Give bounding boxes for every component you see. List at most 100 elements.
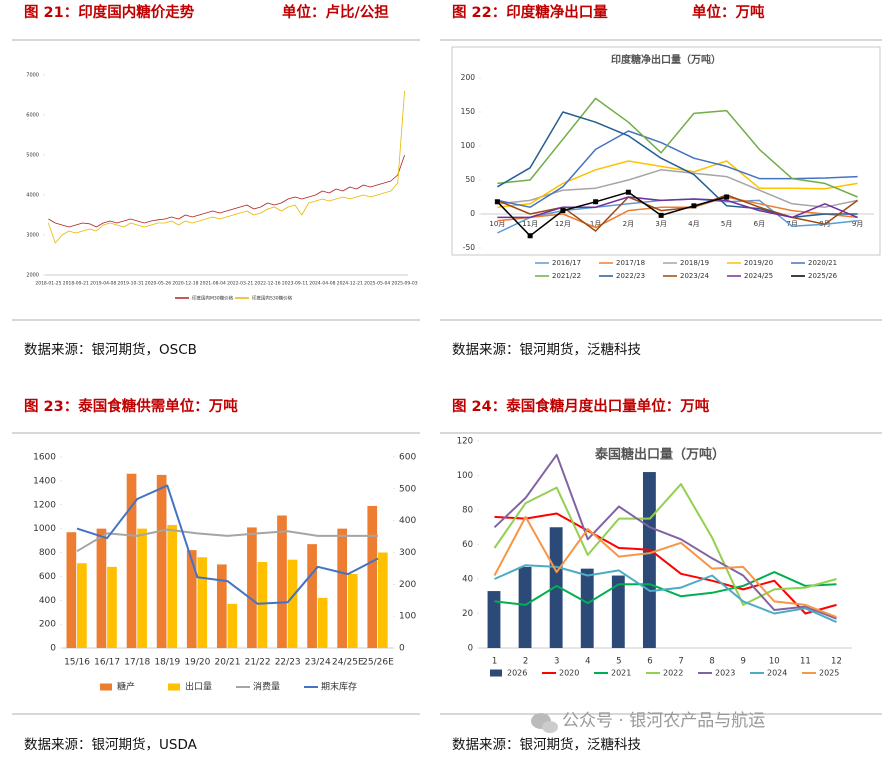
legend-label: 2022 xyxy=(663,669,683,678)
x-tick-label: 9 xyxy=(740,657,745,667)
x-tick-label: 6 xyxy=(647,657,652,667)
line xyxy=(497,111,858,219)
y2-tick-label: 200 xyxy=(399,580,416,590)
x-tick-label: 8 xyxy=(709,657,714,667)
y2-tick-label: 0 xyxy=(399,644,405,654)
x-tick-label: 2023-09-11 xyxy=(282,281,308,287)
x-tick-label: 2025-05-04 xyxy=(364,281,390,287)
x-tick-label: 17/18 xyxy=(124,658,150,668)
legend-label: 2023/24 xyxy=(680,272,710,280)
marker xyxy=(691,203,697,209)
legend-label: 期末库存 xyxy=(321,681,357,693)
marker xyxy=(658,212,664,218)
line xyxy=(497,130,858,208)
x-tick-label: 2021-08-04 xyxy=(200,281,226,287)
y-tick-label: 20 xyxy=(462,609,473,619)
chart-frame xyxy=(451,46,881,256)
bar xyxy=(257,562,268,648)
x-tick-label: 10月 xyxy=(489,220,505,228)
x-tick-label: 2022-03-21 xyxy=(227,281,253,287)
y-tick-label: 1400 xyxy=(33,476,56,486)
legend-label: 出口量 xyxy=(185,681,212,693)
legend-label: 2023 xyxy=(715,669,735,678)
bar xyxy=(107,566,117,648)
chart-title: 泰国糖出口量（万吨） xyxy=(594,447,725,463)
y-tick-label: 800 xyxy=(39,548,56,558)
chart-title: 印度糖净出口量（万吨） xyxy=(611,53,721,66)
bar xyxy=(227,603,238,648)
line xyxy=(494,564,837,624)
bar xyxy=(580,568,594,648)
bar xyxy=(77,563,87,648)
watermark: 公众号 · 银河农产品与航运 xyxy=(562,711,765,731)
y-tick-label: 0 xyxy=(470,209,475,218)
y-tick-label: 120 xyxy=(457,437,473,447)
x-tick-label: 21/22 xyxy=(245,658,271,668)
legend-label: 2026 xyxy=(507,669,527,678)
legend-label: 2019/20 xyxy=(744,259,773,267)
x-tick-label: 1 xyxy=(492,657,497,667)
marker xyxy=(494,199,500,205)
y2-tick-label: 600 xyxy=(399,453,416,463)
legend-label: 2022/23 xyxy=(616,272,645,280)
bar xyxy=(287,559,298,648)
legend-label: 2024 xyxy=(767,669,787,678)
x-tick-label: 3月 xyxy=(655,220,666,228)
legend-label: 2025/26 xyxy=(808,272,838,280)
bar xyxy=(197,557,208,648)
x-tick-label: 3 xyxy=(554,657,559,667)
bar xyxy=(347,573,358,648)
y-tick-label: 100 xyxy=(457,471,473,481)
bar xyxy=(156,474,167,648)
bar xyxy=(611,575,625,648)
y-tick-label: 7000 xyxy=(26,73,39,79)
x-tick-label: 15/16 xyxy=(64,658,90,668)
figure-unit: 单位：卢比/公担 xyxy=(282,3,389,21)
y-tick-label: 1600 xyxy=(33,453,56,463)
line xyxy=(48,90,405,244)
x-tick-label: 20/21 xyxy=(215,658,241,668)
marker xyxy=(560,208,566,214)
figure-heading: 图 24：泰国食糖月度出口量单位：万吨 xyxy=(452,397,710,415)
y-tick-label: 5000 xyxy=(26,153,39,159)
x-tick-label: 18/19 xyxy=(154,658,180,668)
figure-heading: 图 23：泰国食糖供需单位：万吨 xyxy=(24,397,238,415)
y-tick-label: 50 xyxy=(465,175,475,184)
legend-label: 印度国内S30糖价格 xyxy=(252,295,293,302)
x-tick-label: 1月 xyxy=(590,220,601,228)
x-tick-label: 6月 xyxy=(754,220,765,228)
figure-unit: 单位：万吨 xyxy=(692,3,765,21)
x-tick-label: 7 xyxy=(678,657,683,667)
y-tick-label: 1000 xyxy=(33,524,56,534)
legend-label: 2021/22 xyxy=(552,272,581,280)
x-tick-label: 22/23 xyxy=(275,658,301,668)
source: 数据来源：银河期货，泛糖科技 xyxy=(452,736,641,753)
x-tick-label: 4 xyxy=(585,657,590,667)
x-tick-label: 11月 xyxy=(522,220,538,228)
x-tick-label: 24/25E xyxy=(332,658,364,668)
x-tick-label: 12 xyxy=(831,657,842,667)
legend-label: 2020 xyxy=(559,669,579,678)
x-tick-label: 2025-09-03 xyxy=(391,281,417,287)
y-tick-label: 100 xyxy=(461,141,476,150)
x-tick-label: 5 xyxy=(616,657,621,667)
line xyxy=(493,453,837,620)
legend-label: 消费量 xyxy=(253,681,280,693)
legend-swatch xyxy=(100,683,112,691)
line xyxy=(496,191,727,237)
line xyxy=(493,483,837,606)
y-tick-label: 40 xyxy=(462,575,473,585)
bar xyxy=(549,527,563,648)
legend-label: 2018/19 xyxy=(680,259,709,267)
x-tick-label: 2019-10-31 xyxy=(118,281,144,287)
x-tick-label: 16/17 xyxy=(94,658,120,668)
y-tick-label: -50 xyxy=(463,243,475,252)
line xyxy=(497,97,858,198)
bar xyxy=(126,473,137,648)
y2-tick-label: 400 xyxy=(399,516,416,526)
x-tick-label: 11 xyxy=(800,657,811,667)
bar xyxy=(377,552,388,648)
x-tick-label: 4月 xyxy=(688,220,699,228)
